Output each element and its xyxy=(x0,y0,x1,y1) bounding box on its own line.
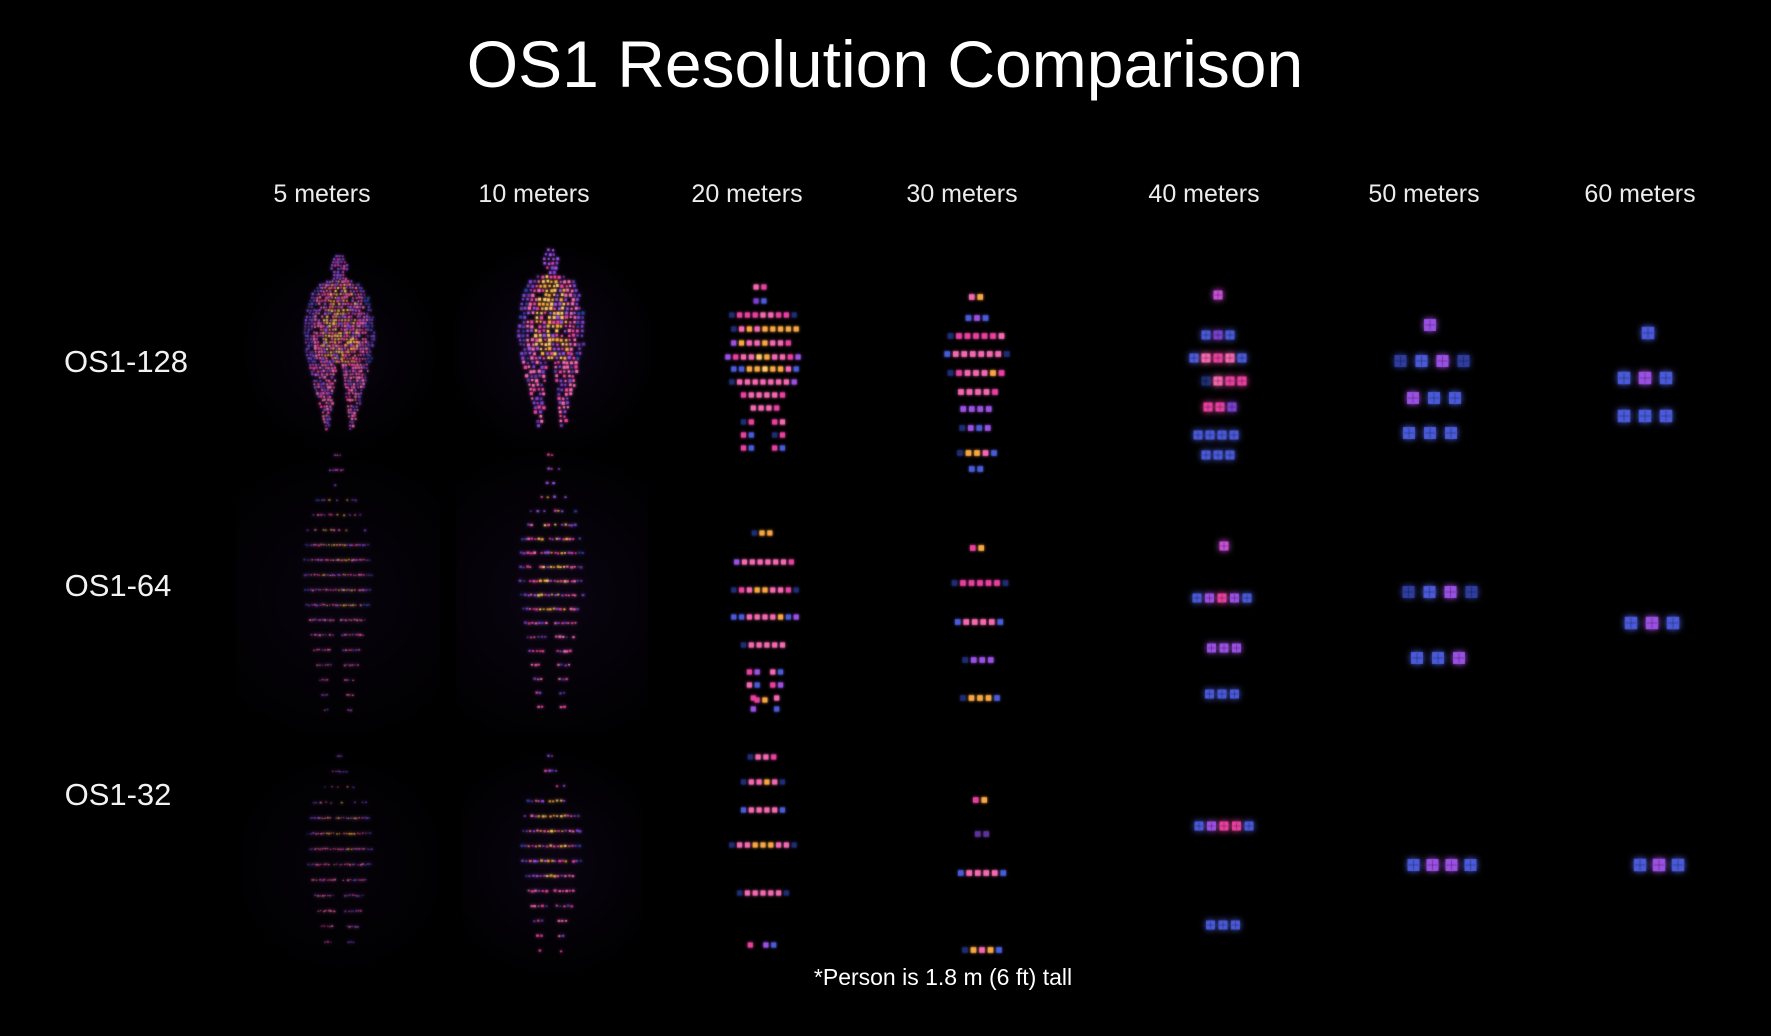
page-title: OS1 Resolution Comparison xyxy=(466,27,1304,101)
column-header-50m: 50 meters xyxy=(1368,180,1480,208)
column-header-10m: 10 meters xyxy=(478,180,590,208)
footnote-person-height: *Person is 1.8 m (6 ft) tall xyxy=(813,964,1073,990)
column-header-60m: 60 meters xyxy=(1584,180,1696,208)
row-label-os1-128: OS1-128 xyxy=(63,344,189,379)
row-label-os1-32: OS1-32 xyxy=(64,777,172,812)
column-header-20m: 20 meters xyxy=(691,180,803,208)
column-header-40m: 40 meters xyxy=(1148,180,1260,208)
column-header-30m: 30 meters xyxy=(906,180,1018,208)
row-label-os1-64: OS1-64 xyxy=(64,568,172,603)
column-header-5m: 5 meters xyxy=(273,180,371,208)
